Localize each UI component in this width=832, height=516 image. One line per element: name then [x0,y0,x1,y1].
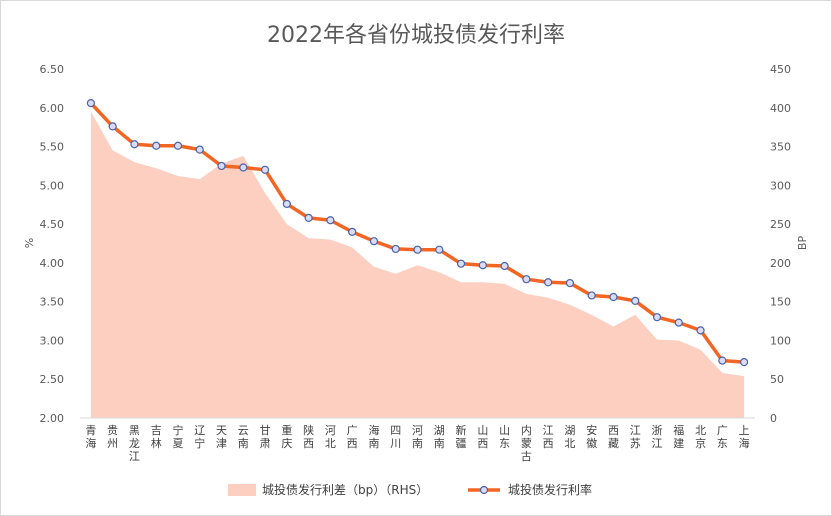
x-tick-label: 黑龙江 [129,424,140,463]
legend: 城投债发行利差（bp）（RHS） 城投债发行利率 [228,482,592,497]
line-point [565,278,575,288]
line-point [456,259,466,268]
x-tick-label: 广东 [717,424,728,450]
line-point [304,213,313,223]
y-left-tick-label: 3.50 [40,296,65,309]
x-tick-label: 河南 [412,424,423,450]
y-right-tick-label: 450 [770,63,791,76]
axis-layer: 2.00 2.50 3.00 3.50 4.00 4.50 5.00 5.50 6.00 6.50… [23,63,809,463]
legend-swatch-marker [479,485,489,495]
y-left-tick-label: 6.50 [40,63,65,76]
x-tick-label: 山西 [477,424,488,450]
y-left-tick-label: 2.50 [40,373,65,386]
y-left-axis-label: % [23,238,36,248]
x-tick-label: 陕西 [303,423,314,450]
y-left-tick-label: 4.00 [40,257,65,270]
x-tick-label: 西藏 [608,424,619,450]
line-point [652,313,662,322]
x-tick-label: 湖南 [434,424,445,450]
y-left-tick-label: 5.50 [40,141,65,154]
x-tick-label: 河北 [325,424,336,450]
x-tick-label: 天津 [216,424,227,450]
y-left-tick-label: 4.50 [40,218,65,231]
series-area-spread [90,111,745,419]
line-point [500,261,509,271]
x-tick-label: 山东 [499,424,510,450]
line-point [478,261,487,270]
x-tick-label: 辽宁 [194,424,205,450]
line-point [195,145,204,154]
line-point [130,140,139,149]
x-tick-label: 浙江 [652,424,663,450]
y-right-tick-label: 250 [770,218,791,231]
legend-label-area: 城投债发行利差（bp）（RHS） [262,482,428,497]
line-point [348,227,357,236]
line-point [282,199,291,209]
y-right-tick-label: 350 [770,141,791,154]
y-right-tick-label: 0 [770,412,777,425]
y-right-tick-label: 50 [770,373,784,386]
x-tick-label: 广西 [347,424,358,450]
line-layer [86,99,749,367]
line-point [740,358,749,367]
x-tick-label: 江西 [543,424,554,450]
line-point [718,356,727,365]
line-point [173,141,183,150]
x-tick-label: 内蒙古 [521,423,532,463]
x-tick-label: 新疆 [456,423,467,450]
y-left-tick-label: 3.00 [40,334,65,347]
y-right-tick-label: 400 [770,102,791,115]
line-point [260,165,270,174]
x-tick-label: 上海 [739,424,750,450]
line-point [696,326,705,335]
y-right-tick-label: 200 [770,257,791,270]
y-right-tick-label: 300 [770,179,791,192]
y-right-tick-label: 150 [770,296,791,309]
line-point [609,292,618,302]
x-tick-label: 江苏 [630,424,641,450]
x-tick-label: 湖北 [564,424,575,450]
legend-label-line: 城投债发行利率 [508,482,592,497]
x-tick-label: 云南 [238,424,249,450]
line-point [631,296,640,305]
line-point [544,278,553,287]
y-left-tick-label: 2.00 [40,412,65,425]
line-point [369,237,379,246]
line-point [674,318,683,327]
line-point [217,161,226,171]
x-tick-label: 贵州 [107,424,118,450]
area-layer [90,111,745,419]
y-right-axis-label: BP [796,236,809,251]
y-right-tick-label: 100 [770,334,791,347]
x-tick-label: 吉林 [151,424,162,450]
chart-title: 2022年各省份城投债发行利率 [267,23,565,48]
line-point [152,141,161,150]
line-point [587,291,596,300]
line-point [108,122,117,131]
x-tick-label: 甘肃 [260,424,271,450]
line-point [239,163,248,172]
x-tick-label: 青海 [85,424,96,450]
line-point [522,275,531,284]
line-point [326,216,335,225]
line-point [391,244,400,254]
line-point [413,245,422,254]
y-left-tick-label: 6.00 [40,102,65,115]
x-tick-label: 宁夏 [172,423,183,450]
x-tick-label: 福建 [673,423,684,450]
x-tick-label: 海南 [368,423,379,450]
y-left-tick-label: 5.00 [40,179,65,192]
x-tick-label: 重庆 [281,423,292,450]
line-point [86,99,95,108]
x-tick-label: 北京 [695,424,706,450]
legend-swatch-area [228,484,256,496]
x-tick-label: 安徽 [586,423,597,450]
x-tick-label: 四川 [390,424,401,450]
line-point [435,245,444,254]
